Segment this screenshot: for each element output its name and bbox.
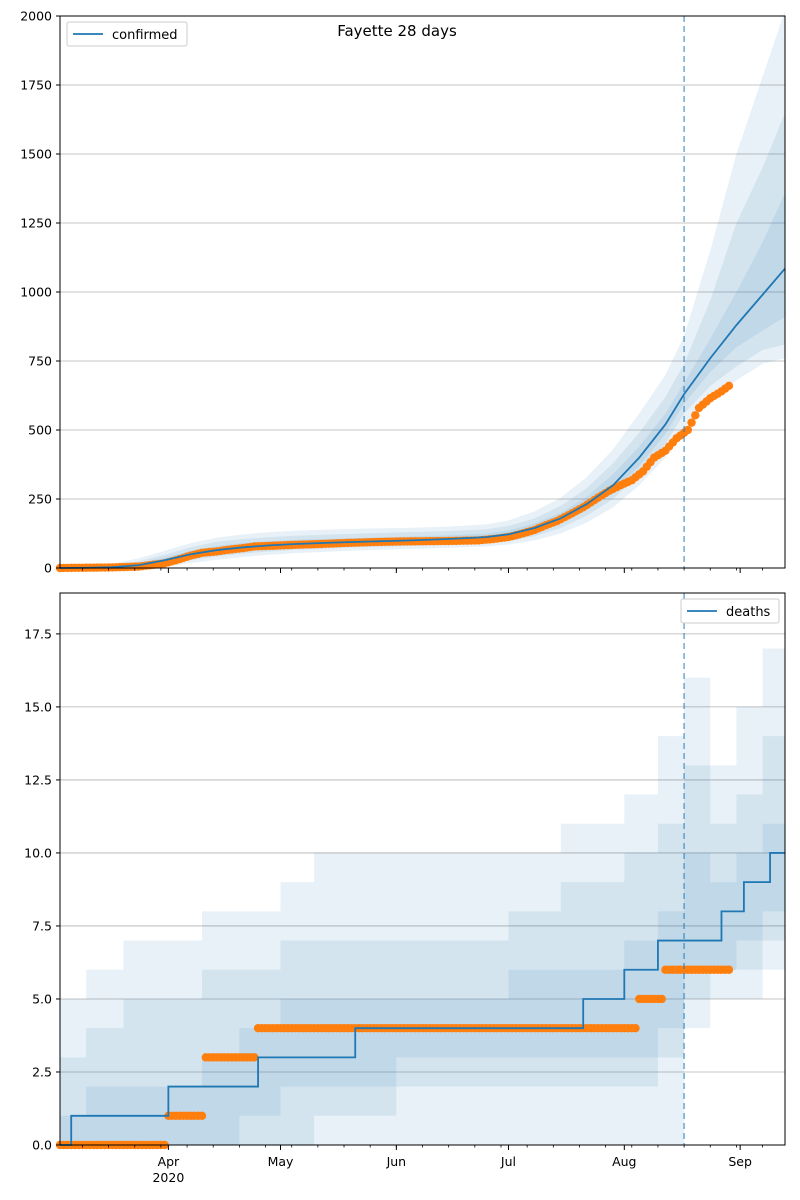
observed-point xyxy=(250,1053,259,1062)
confirmed-median-line xyxy=(59,267,786,569)
chart-title: Fayette 28 days xyxy=(337,22,457,40)
observed-point xyxy=(691,411,700,420)
observed-point xyxy=(683,425,693,435)
observed-point xyxy=(657,994,666,1004)
deaths-median-line xyxy=(60,852,785,1146)
y-tick-label: 2.5 xyxy=(32,1064,52,1079)
legend-label-confirmed: confirmed xyxy=(112,28,178,43)
median-line xyxy=(60,852,785,1146)
y-tick-label: 17.5 xyxy=(24,626,52,641)
median-line xyxy=(59,267,786,569)
y-tick-label: 1000 xyxy=(20,285,52,300)
observed-point xyxy=(724,965,734,974)
x-tick-label: May xyxy=(268,1154,294,1169)
legend-box xyxy=(680,598,780,624)
x-tick-label: Sep xyxy=(728,1154,752,1169)
y-tick-label: 10.0 xyxy=(24,845,52,860)
legend-label-deaths: deaths xyxy=(726,605,771,620)
x-tick-label: Apr xyxy=(158,1154,180,1169)
observed-point xyxy=(197,1111,207,1120)
y-tick-label: 500 xyxy=(28,423,52,438)
y-tick-label: 0.0 xyxy=(32,1138,52,1153)
deaths-y-axis: 0.0 2.5 5.0 7.5 10.0 12.5 15.0 17.5 xyxy=(24,626,60,1153)
confirmed-y-axis: 0 250 500 750 1000 1250 1500 1750 2000 xyxy=(20,9,60,576)
confirmed-panel: 0 250 500 750 1000 1250 1500 1750 2000 Fayette 2… xyxy=(20,9,786,576)
y-tick-label: 12.5 xyxy=(24,772,52,787)
deaths-legend: deaths xyxy=(680,598,780,624)
y-tick-label: 5.0 xyxy=(32,991,52,1006)
y-tick-label: 0 xyxy=(44,561,52,576)
uncertainty-band xyxy=(60,590,785,1145)
x-tick-label: Jun xyxy=(386,1154,407,1169)
y-tick-label: 2000 xyxy=(20,9,52,24)
y-tick-label: 1750 xyxy=(20,78,52,93)
y-tick-label: 1500 xyxy=(20,147,52,162)
y-tick-label: 750 xyxy=(28,354,52,369)
y-tick-label: 15.0 xyxy=(24,699,52,714)
x-tick-label: Jul xyxy=(500,1154,516,1169)
y-tick-label: 1250 xyxy=(20,216,52,231)
x-tick-label: Aug xyxy=(612,1154,636,1169)
observed-point xyxy=(724,381,734,391)
confirmed-legend: confirmed xyxy=(66,21,188,47)
y-tick-label: 250 xyxy=(28,492,52,507)
confirmed-x-ticks xyxy=(82,568,763,573)
legend-box xyxy=(66,21,188,47)
observed-point xyxy=(687,418,696,427)
observed-point xyxy=(631,1023,640,1033)
y-tick-label: 7.5 xyxy=(32,918,52,933)
x-tick-year-label: 2020 xyxy=(152,1170,184,1185)
